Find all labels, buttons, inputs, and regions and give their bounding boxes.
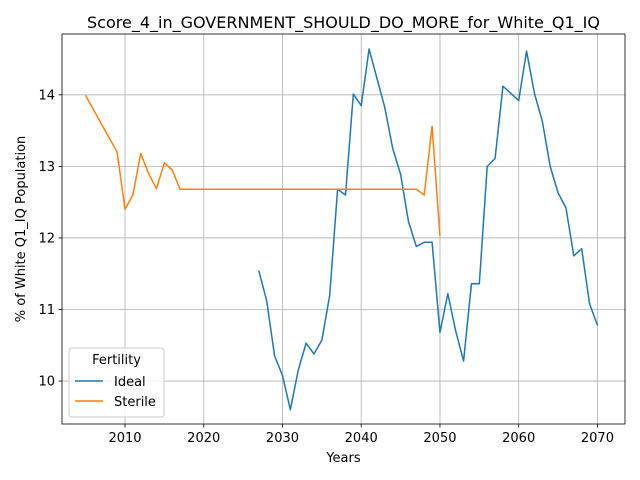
data-point-ideal (549, 165, 551, 167)
series-layer (84, 48, 599, 411)
data-point-ideal (392, 147, 394, 150)
legend-label-sterile: Sterile (114, 395, 156, 410)
data-point-ideal (281, 374, 284, 376)
data-point-sterile (187, 188, 189, 190)
data-point-ideal (384, 107, 386, 109)
data-point-ideal (470, 283, 473, 285)
data-point-ideal (581, 248, 583, 250)
y-axis-label: % of White Q1_IQ Population (14, 136, 29, 323)
data-point-sterile (171, 169, 173, 171)
data-point-ideal (321, 339, 323, 341)
data-point-ideal (274, 355, 276, 357)
data-point-ideal (266, 300, 268, 302)
chart-title: Score_4_in_GOVERNMENT_SHOULD_DO_MORE_for… (87, 13, 600, 33)
data-point-ideal (431, 241, 433, 243)
data-point-ideal (376, 77, 378, 79)
y-tick-label: 14 (38, 88, 55, 103)
axis-ticks: 2010 2020 2030 2040 2050 2060 2070 10 11 12 13 14 (38, 88, 614, 446)
data-point-ideal (502, 85, 504, 87)
data-point-ideal (596, 324, 599, 326)
data-point-ideal (494, 157, 496, 160)
data-point-ideal (305, 342, 307, 344)
data-point-sterile (431, 125, 433, 127)
x-tick-label: 2060 (502, 431, 535, 446)
y-tick-label: 10 (38, 375, 55, 390)
data-point-ideal (297, 369, 299, 371)
data-point-ideal (557, 192, 559, 194)
y-tick-label: 12 (38, 231, 55, 246)
legend-box (68, 347, 165, 418)
data-point-ideal (399, 173, 402, 175)
series-line-ideal (258, 48, 599, 411)
data-point-sterile (321, 188, 323, 190)
data-point-ideal (533, 92, 536, 94)
x-tick-label: 2030 (266, 431, 299, 446)
legend-title: Fertility (92, 353, 141, 368)
data-point-sterile (140, 152, 142, 155)
data-point-ideal (407, 220, 410, 223)
data-point-sterile (203, 188, 205, 190)
data-point-sterile (242, 188, 244, 190)
x-tick-label: 2070 (581, 431, 614, 446)
data-point-ideal (455, 330, 457, 332)
data-point-ideal (415, 245, 417, 248)
data-point-sterile (360, 188, 362, 190)
data-point-ideal (518, 99, 520, 102)
data-point-sterile (179, 188, 181, 190)
data-point-ideal (368, 48, 370, 50)
data-point-ideal (573, 255, 575, 257)
data-point-ideal (344, 194, 347, 196)
data-point-sterile (148, 172, 150, 175)
y-tick-label: 13 (38, 160, 55, 175)
data-point-ideal (462, 360, 465, 362)
data-point-ideal (289, 409, 291, 411)
data-point-sterile (399, 188, 402, 190)
data-point-sterile (116, 151, 118, 153)
data-point-ideal (423, 241, 425, 243)
x-tick-label: 2020 (187, 431, 220, 446)
data-point-sterile (281, 188, 284, 190)
data-point-sterile (85, 94, 87, 97)
y-tick-label: 11 (38, 303, 55, 318)
data-point-ideal (510, 92, 512, 94)
data-point-sterile (415, 188, 417, 190)
x-tick-label: 2040 (345, 431, 378, 446)
legend-label-ideal: Ideal (114, 375, 146, 390)
data-point-ideal (258, 270, 260, 272)
data-point-sterile (423, 194, 425, 196)
data-point-ideal (313, 353, 315, 355)
data-point-ideal (352, 93, 354, 95)
data-point-sterile (132, 194, 134, 196)
plot-frame (61, 33, 626, 425)
data-point-sterile (439, 235, 441, 237)
data-point-sterile (163, 162, 165, 164)
data-point-sterile (124, 208, 126, 210)
x-tick-label: 2010 (108, 431, 141, 446)
data-point-ideal (525, 50, 528, 52)
data-point-ideal (329, 294, 331, 296)
data-point-sterile (155, 187, 158, 190)
legend: Fertility Ideal Sterile (68, 347, 165, 418)
data-point-ideal (486, 165, 488, 167)
data-point-ideal (447, 293, 449, 295)
data-point-ideal (588, 303, 591, 305)
data-point-ideal (478, 283, 480, 285)
x-axis-label: Years (325, 451, 361, 466)
data-point-ideal (439, 331, 441, 334)
data-point-ideal (565, 207, 567, 209)
data-point-ideal (541, 120, 543, 122)
x-tick-label: 2050 (423, 431, 456, 446)
data-point-ideal (360, 104, 362, 107)
